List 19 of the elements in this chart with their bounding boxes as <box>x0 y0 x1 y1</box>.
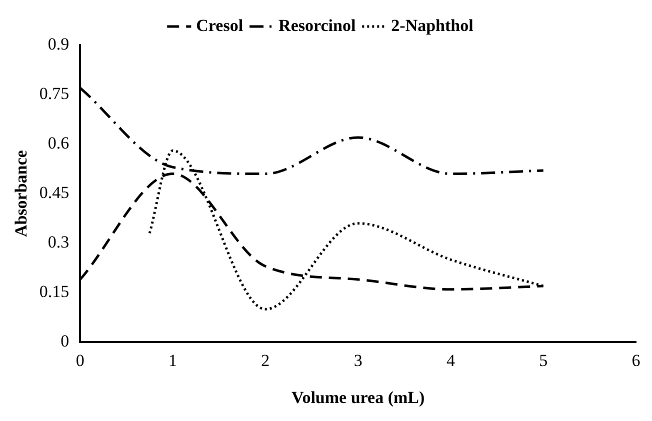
y-tick-label: 0.75 <box>39 84 70 103</box>
x-tick-label: 3 <box>354 350 362 370</box>
y-tick-label: 0.6 <box>48 134 70 153</box>
x-tick-label: 0 <box>76 350 84 370</box>
x-tick-label: 5 <box>539 350 548 370</box>
x-tick-label: 2 <box>261 350 270 370</box>
x-axis-title: Volume urea (mL) <box>291 388 425 408</box>
legend-label: Resorcinol <box>278 16 356 35</box>
x-tick-label: 4 <box>446 350 456 370</box>
y-tick-label: 0.3 <box>48 232 70 252</box>
legend-label: 2-Naphthol <box>391 16 474 35</box>
x-tick-label: 1 <box>168 350 178 370</box>
y-axis-title: Absorbance <box>12 150 31 238</box>
y-tick-label: 0.9 <box>48 34 70 54</box>
legend-label: Cresol <box>196 16 244 35</box>
x-tick-label: 6 <box>632 350 640 370</box>
y-tick-label: 0.45 <box>39 183 70 202</box>
y-tick-label: 0 <box>60 332 70 351</box>
y-tick-label: 0.15 <box>39 282 70 302</box>
